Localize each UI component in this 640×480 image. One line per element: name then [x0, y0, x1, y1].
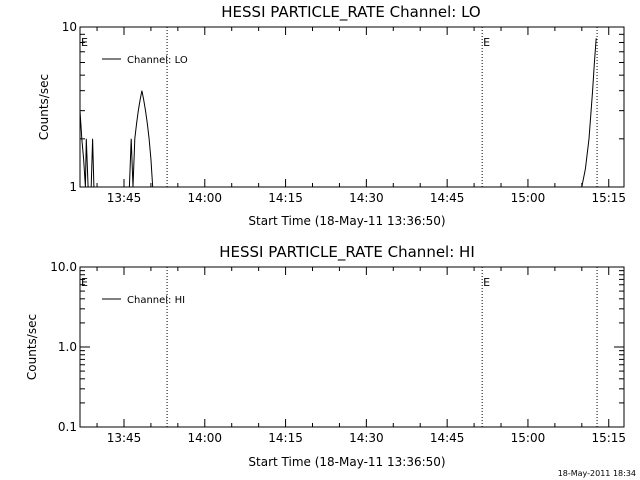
event-marker-label: E	[81, 36, 88, 49]
footer-timestamp: 18-May-2011 18:34	[558, 469, 636, 478]
x-tick-label: 14:45	[430, 191, 465, 205]
y-tick-label: 0.1	[58, 420, 77, 434]
y-tick-label: 1.0	[58, 340, 77, 354]
x-tick-label: 14:15	[268, 431, 303, 445]
x-tick-label: 13:45	[107, 431, 142, 445]
x-tick-label: 14:45	[430, 431, 465, 445]
x-tick-label: 14:30	[349, 431, 384, 445]
x-tick-label: 13:45	[107, 191, 142, 205]
panel-lo-x-label: Start Time (18-May-11 13:36:50)	[248, 214, 445, 228]
panel-hi-x-ticks: 13:45 14:00 14:15 14:30 14:45 15:00 15:15	[96, 267, 626, 445]
series-line	[79, 38, 597, 188]
panel-lo-series	[79, 38, 597, 188]
y-tick-label: 10	[62, 20, 77, 34]
x-tick-label: 14:15	[268, 191, 303, 205]
event-marker-label: E	[81, 276, 88, 289]
panel-hi-frame	[79, 266, 625, 428]
panel-hi-legend-label: Channel: HI	[127, 295, 185, 306]
x-tick-label: 14:00	[187, 431, 222, 445]
panel-hi-title: HESSI PARTICLE_RATE Channel: HI	[219, 243, 475, 262]
panel-hi-y-ticks: 10.0 1.0 0.1	[50, 260, 624, 434]
y-tick-label: 1	[69, 180, 77, 194]
panel-lo-x-ticks: 13:45 14:00 14:15 14:30 14:45 15:00 15:15	[96, 27, 626, 205]
panel-hi: HESSI PARTICLE_RATE Channel: HI 10.0 1.0 0…	[25, 243, 626, 469]
panel-lo-y-label: Counts/sec	[37, 74, 51, 140]
panel-hi-legend: Channel: HI	[102, 295, 185, 306]
x-tick-label: 15:00	[511, 431, 546, 445]
x-tick-label: 14:30	[349, 191, 384, 205]
x-tick-label: 14:00	[187, 191, 222, 205]
panel-lo-frame	[79, 26, 625, 188]
panel-hi-y-label: Counts/sec	[25, 314, 39, 380]
panel-hi-vertical-lines	[166, 267, 598, 427]
panel-lo-legend: Channel: LO	[102, 55, 188, 66]
y-tick-label: 10.0	[50, 260, 77, 274]
panel-lo-title: HESSI PARTICLE_RATE Channel: LO	[221, 3, 480, 22]
event-marker-label: E	[483, 36, 490, 49]
panel-hi-x-label: Start Time (18-May-11 13:36:50)	[248, 455, 445, 469]
x-tick-label: 15:15	[591, 431, 626, 445]
event-marker-label: E	[483, 276, 490, 289]
x-tick-label: 15:00	[511, 191, 546, 205]
panel-lo-vertical-lines	[166, 27, 598, 187]
x-tick-label: 15:15	[591, 191, 626, 205]
panel-lo-legend-label: Channel: LO	[127, 55, 188, 66]
panel-lo-y-ticks: 1 10	[62, 20, 624, 194]
panel-lo: HESSI PARTICLE_RATE Channel: LO 1 10 13:4…	[37, 3, 626, 228]
